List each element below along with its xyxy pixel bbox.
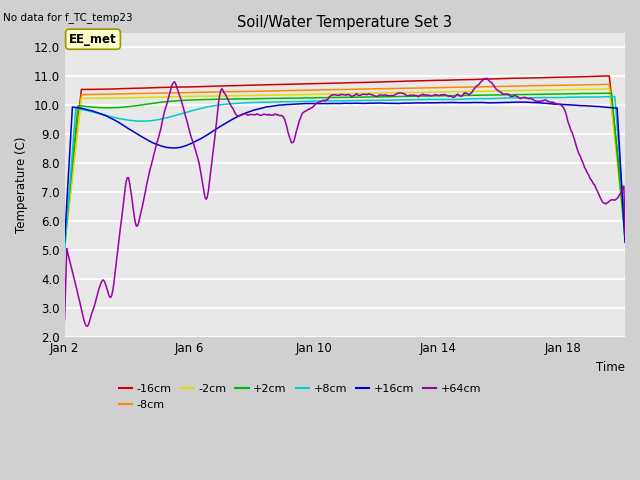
Text: EE_met: EE_met <box>69 33 117 46</box>
Text: No data for f_TC_temp23: No data for f_TC_temp23 <box>3 12 133 23</box>
Title: Soil/Water Temperature Set 3: Soil/Water Temperature Set 3 <box>237 15 452 30</box>
Legend: -16cm, -8cm, -2cm, +2cm, +8cm, +16cm, +64cm: -16cm, -8cm, -2cm, +2cm, +8cm, +16cm, +6… <box>115 380 485 414</box>
X-axis label: Time: Time <box>596 361 625 374</box>
Y-axis label: Temperature (C): Temperature (C) <box>15 137 28 233</box>
